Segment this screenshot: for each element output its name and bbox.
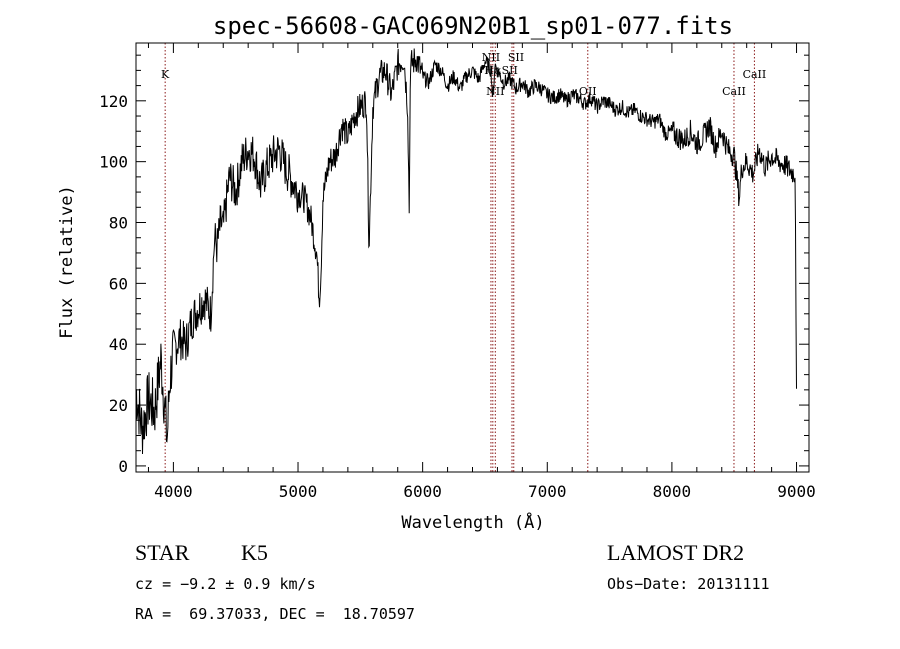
y-tick-label: 20: [109, 396, 128, 415]
x-tick-label: 8000: [653, 482, 692, 501]
line-marker-label: CaII: [743, 68, 767, 81]
y-tick-label: 40: [109, 335, 128, 354]
x-tick-label: 6000: [403, 482, 442, 501]
chart-title: spec-56608-GAC069N20B1_sp01-077.fits: [213, 12, 733, 40]
spectrum-line: [135, 48, 797, 455]
line-marker-label: NII: [486, 85, 504, 98]
object-class: STAR: [135, 540, 190, 565]
line-marker-label: CaII: [722, 85, 746, 98]
x-tick-label: 4000: [154, 482, 193, 501]
x-tick-label: 5000: [279, 482, 318, 501]
coordinates: RA = 69.37033, DEC = 18.70597: [135, 605, 415, 623]
x-tick-label: 9000: [777, 482, 816, 501]
redshift-info: cz = −9.2 ± 0.9 km/s: [135, 575, 316, 593]
y-tick-label: 100: [99, 153, 128, 172]
y-axis-label: Flux (relative): [57, 185, 77, 339]
y-tick-label: 80: [109, 214, 128, 233]
observation-date: Obs−Date: 20131111: [607, 575, 770, 593]
y-tick-label: 60: [109, 274, 128, 293]
x-axis-label: Wavelength (Å): [401, 511, 544, 533]
x-tick-label: 7000: [528, 482, 567, 501]
line-marker-label: OII: [579, 85, 597, 98]
survey-name: LAMOST DR2: [607, 540, 745, 565]
y-tick-label: 120: [99, 92, 128, 111]
plot-frame: [135, 42, 810, 473]
line-marker-label: SII: [508, 51, 524, 64]
y-tick-label: 0: [118, 457, 128, 476]
line-marker-label: K: [161, 68, 170, 81]
line-marker-label: SII: [502, 64, 518, 77]
object-subclass: K5: [241, 540, 268, 565]
